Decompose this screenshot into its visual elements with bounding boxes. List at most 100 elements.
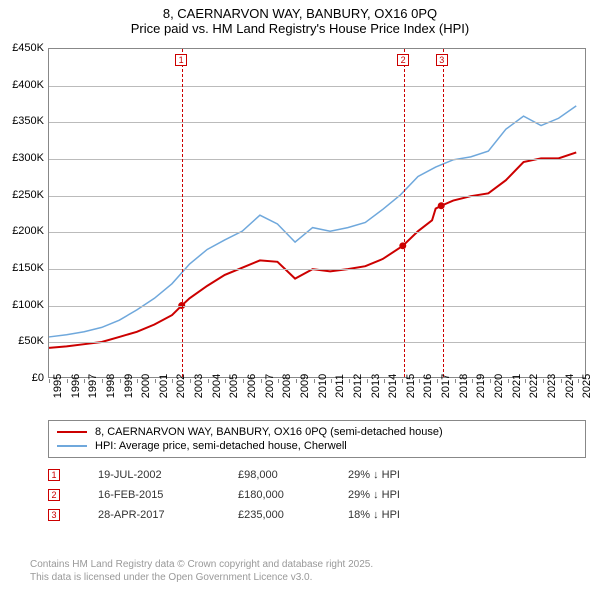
legend-swatch-hpi [57, 445, 87, 447]
x-tick-mark [508, 379, 509, 383]
attribution-line2: This data is licensed under the Open Gov… [30, 571, 590, 584]
x-tick-mark [490, 379, 491, 383]
legend-label-hpi: HPI: Average price, semi-detached house,… [95, 440, 347, 452]
x-tick-label: 2020 [493, 374, 505, 398]
event-line [182, 49, 183, 377]
x-tick-mark [455, 379, 456, 383]
x-tick-label: 2016 [422, 374, 434, 398]
x-tick-mark [84, 379, 85, 383]
x-tick-label: 2006 [246, 374, 258, 398]
title-block: 8, CAERNARVON WAY, BANBURY, OX16 0PQ Pri… [0, 0, 600, 40]
y-tick-label: £100K [12, 299, 44, 311]
x-tick-mark [208, 379, 209, 383]
x-tick-label: 2002 [175, 374, 187, 398]
sales-row: 216-FEB-2015£180,00029% ↓ HPI [48, 485, 586, 505]
chart-title: 8, CAERNARVON WAY, BANBURY, OX16 0PQ [0, 6, 600, 21]
y-tick-label: £50K [18, 335, 44, 347]
x-tick-mark [367, 379, 368, 383]
x-tick-label: 2009 [299, 374, 311, 398]
x-tick-label: 2004 [211, 374, 223, 398]
chart-container: 8, CAERNARVON WAY, BANBURY, OX16 0PQ Pri… [0, 0, 600, 590]
sales-date: 16-FEB-2015 [98, 489, 238, 501]
event-marker-box: 1 [175, 54, 187, 66]
attribution: Contains HM Land Registry data © Crown c… [30, 558, 590, 584]
y-tick-label: £150K [12, 262, 44, 274]
sales-marker: 3 [48, 509, 60, 521]
x-tick-label: 2012 [352, 374, 364, 398]
x-tick-mark [102, 379, 103, 383]
x-tick-mark [243, 379, 244, 383]
x-tick-label: 2000 [140, 374, 152, 398]
x-tick-label: 1996 [70, 374, 82, 398]
x-tick-label: 1997 [87, 374, 99, 398]
x-tick-mark [437, 379, 438, 383]
sales-marker: 1 [48, 469, 60, 481]
x-tick-label: 2010 [317, 374, 329, 398]
y-tick-label: £450K [12, 42, 44, 54]
gridline-h [49, 232, 585, 233]
x-tick-label: 1995 [52, 374, 64, 398]
x-tick-label: 2001 [158, 374, 170, 398]
event-point [399, 242, 406, 249]
legend-item-price-paid: 8, CAERNARVON WAY, BANBURY, OX16 0PQ (se… [57, 425, 577, 439]
y-tick-label: £350K [12, 115, 44, 127]
x-tick-mark [402, 379, 403, 383]
x-tick-mark [225, 379, 226, 383]
x-tick-mark [472, 379, 473, 383]
line-series-svg [49, 49, 585, 377]
sales-date: 19-JUL-2002 [98, 469, 238, 481]
event-line [443, 49, 444, 377]
legend-swatch-price-paid [57, 431, 87, 433]
legend: 8, CAERNARVON WAY, BANBURY, OX16 0PQ (se… [48, 420, 586, 458]
gridline-h [49, 159, 585, 160]
x-tick-mark [525, 379, 526, 383]
series-line-hpi [49, 106, 576, 337]
gridline-h [49, 122, 585, 123]
x-tick-mark [331, 379, 332, 383]
x-tick-label: 2024 [564, 374, 576, 398]
x-tick-label: 2019 [475, 374, 487, 398]
sales-marker: 2 [48, 489, 60, 501]
event-marker-box: 2 [397, 54, 409, 66]
x-tick-mark [172, 379, 173, 383]
plot-area [48, 48, 586, 378]
y-tick-label: £200K [12, 225, 44, 237]
x-tick-label: 2005 [228, 374, 240, 398]
x-tick-mark [261, 379, 262, 383]
x-tick-mark [543, 379, 544, 383]
sales-price: £235,000 [238, 509, 348, 521]
y-tick-label: £0 [32, 372, 44, 384]
x-tick-mark [349, 379, 350, 383]
sales-delta: 29% ↓ HPI [348, 469, 468, 481]
event-line [404, 49, 405, 377]
x-tick-mark [120, 379, 121, 383]
sales-date: 28-APR-2017 [98, 509, 238, 521]
sales-delta: 18% ↓ HPI [348, 509, 468, 521]
x-tick-mark [190, 379, 191, 383]
x-tick-mark [384, 379, 385, 383]
x-tick-mark [296, 379, 297, 383]
x-tick-label: 2023 [546, 374, 558, 398]
x-tick-label: 1999 [123, 374, 135, 398]
x-tick-label: 2018 [458, 374, 470, 398]
x-tick-label: 2015 [405, 374, 417, 398]
x-tick-mark [137, 379, 138, 383]
sales-price: £98,000 [238, 469, 348, 481]
x-tick-label: 2011 [334, 374, 346, 398]
x-tick-label: 1998 [105, 374, 117, 398]
gridline-h [49, 306, 585, 307]
x-tick-mark [278, 379, 279, 383]
x-tick-mark [155, 379, 156, 383]
x-tick-label: 2013 [370, 374, 382, 398]
x-tick-label: 2021 [511, 374, 523, 398]
x-tick-mark [67, 379, 68, 383]
x-tick-mark [314, 379, 315, 383]
gridline-h [49, 342, 585, 343]
y-tick-label: £250K [12, 189, 44, 201]
x-tick-label: 2025 [581, 374, 593, 398]
gridline-h [49, 269, 585, 270]
x-tick-label: 2014 [387, 374, 399, 398]
x-tick-label: 2017 [440, 374, 452, 398]
x-tick-label: 2022 [528, 374, 540, 398]
attribution-line1: Contains HM Land Registry data © Crown c… [30, 558, 590, 571]
